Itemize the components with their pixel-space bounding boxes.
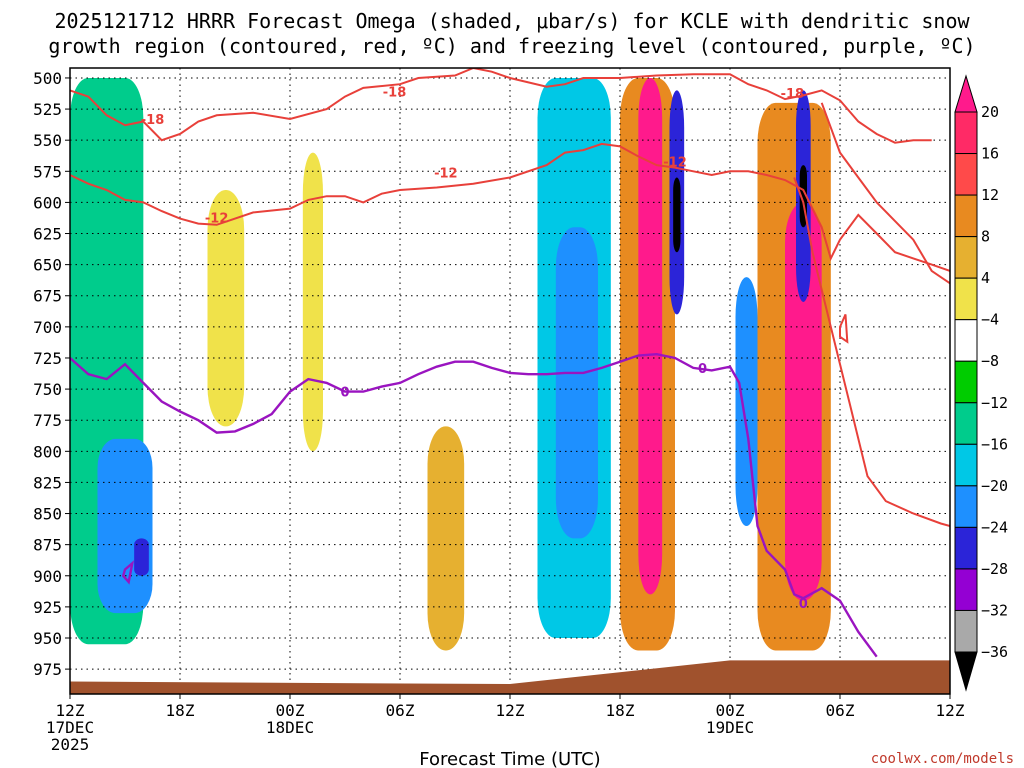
colorbar-tick-8: −16 [981,435,1008,453]
x-tick-year-0: 2025 [51,735,90,754]
x-tick-label-12: 00Z [276,701,305,720]
omega-region-late-sink-core [785,202,822,601]
chart-title-line2: growth region (contoured, red, ºC) and f… [48,34,975,58]
y-tick-label-700: 700 [33,318,62,337]
colorbar-tick-11: −28 [981,560,1008,578]
colorbar-tick-4: 4 [981,269,990,287]
y-tick-label-725: 725 [33,349,62,368]
terrain-ground [70,660,950,694]
y-tick-label-750: 750 [33,380,62,399]
colorbar-band-7 [954,402,978,445]
x-tick-label-48: 12Z [936,701,965,720]
y-tick-label-925: 925 [33,598,62,617]
omega-region-morning-sink [427,426,465,651]
freezing-level-label-1: 0 [698,362,707,377]
x-tick-label-36: 00Z [716,701,745,720]
x-tick-date-12: 18DEC [266,718,314,737]
x-tick-label-30: 18Z [606,701,635,720]
y-tick-label-950: 950 [33,629,62,648]
dgz-contour-label-0c: -18 [781,87,805,102]
y-tick-label-500: 500 [33,69,62,88]
x-tick-label-0: 12Z [56,701,85,720]
y-tick-label-875: 875 [33,536,62,555]
omega-region-midnight-sink-1 [207,189,245,427]
watermark: coolwx.com/models [871,751,1014,767]
y-tick-label-975: 975 [33,660,62,679]
colorbar-tick-7: −12 [981,394,1008,412]
colorbar-tick-3: 8 [981,228,990,246]
y-tick-label-550: 550 [33,131,62,150]
colorbar-tick-0: 20 [981,103,999,121]
colorbar-band-9 [954,485,978,528]
colorbar-band-0 [954,111,978,155]
y-tick-label-675: 675 [33,287,62,306]
colorbar-tick-1: 16 [981,145,999,163]
colorbar-band-3 [954,236,978,279]
x-tick-label-24: 12Z [496,701,525,720]
colorbar-band-10 [954,526,978,570]
omega-region-evening-rise-max [673,177,681,253]
x-tick-date-0: 17DEC [46,718,94,737]
freezing-level-label-0: 0 [340,386,349,401]
colorbar-band-4 [954,277,978,321]
colorbar-band-8 [954,443,978,487]
y-tick-label-850: 850 [33,505,62,524]
omega-region-early-rise-core [97,438,153,614]
colorbar-band-11 [954,568,978,611]
chart-title-line1: 2025121712 HRRR Forecast Omega (shaded, … [54,9,970,33]
x-tick-label-6: 18Z [166,701,195,720]
y-tick-label-625: 625 [33,225,62,244]
dgz-contour-label-0b: -18 [383,86,407,101]
colorbar-band-5 [954,319,978,362]
colorbar-tick-13: −36 [981,643,1008,661]
colorbar-tick-6: −8 [981,352,999,370]
colorbar-bottom-arrow [954,651,978,692]
colorbar-tick-2: 12 [981,186,999,204]
y-tick-label-800: 800 [33,442,62,461]
y-tick-label-900: 900 [33,567,62,586]
dgz-contour-2 [793,177,950,527]
colorbar-band-12 [954,609,978,653]
x-tick-label-42: 06Z [826,701,855,720]
omega-region-day2-rise-core [555,227,598,539]
y-tick-label-575: 575 [33,162,62,181]
freezing-level-loop-2 [839,313,849,344]
y-tick-label-825: 825 [33,473,62,492]
x-tick-label-18: 06Z [386,701,415,720]
dgz-contour-label-1c: -12 [663,155,687,170]
dgz-contour-1 [70,142,950,272]
colorbar-band-6 [954,360,978,404]
omega-region-overnight-sink-2 [302,152,323,452]
y-tick-label-775: 775 [33,411,62,430]
dgz-contour-label-1a: -12 [205,211,229,226]
dgz-contour-label-1b: -12 [434,167,458,182]
y-tick-label-525: 525 [33,100,62,119]
colorbar-legend: 20 16 12 8 4 −4 −8 −12 −16 −20 −24 −28 −32 −36 [954,74,1008,692]
omega-region-early-rise-max [134,538,149,576]
freezing-level-loop-1 [121,560,135,585]
colorbar-band-2 [954,194,978,238]
dgz-contour-3 [820,102,950,285]
dgz-contour-label-0a: -18 [141,113,165,128]
colorbar-tick-5: −4 [981,311,999,329]
terrain-fill [70,660,950,694]
y-tick-label-600: 600 [33,193,62,212]
colorbar-band-1 [954,153,978,196]
dgz-contour-0 [70,68,932,144]
y-tick-label-650: 650 [33,256,62,275]
colorbar-top-arrow [954,74,978,113]
freezing-level-contour [70,352,878,658]
x-axis-title: Forecast Time (UTC) [419,749,600,768]
gridlines [70,68,950,694]
temperature-contours: -18 -18 -18 -12 -12 -12 0 0 0 [70,68,950,658]
colorbar-tick-10: −24 [981,518,1008,536]
y-axis-pressure: 500 525 550 575 600 625 650 675 700 725 750 775 800 8… [33,69,70,679]
omega-region-evening-sink-core [638,77,663,595]
x-tick-date-36: 19DEC [706,718,754,737]
colorbar-tick-12: −32 [981,601,1008,619]
freezing-level-label-2: 0 [799,597,808,612]
colorbar-tick-9: −20 [981,477,1008,495]
